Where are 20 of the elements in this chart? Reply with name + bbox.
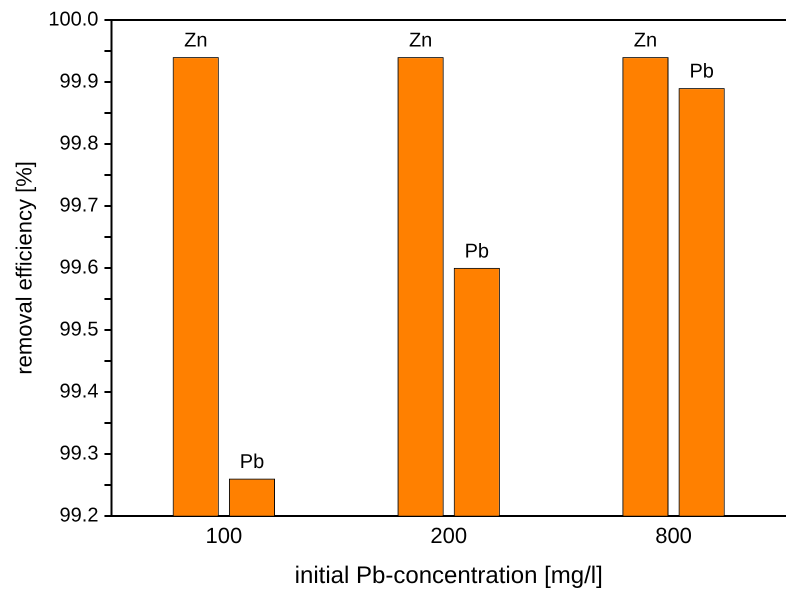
- text: Zn: [634, 30, 658, 52]
- y-tick-label: 99.8: [60, 132, 98, 154]
- y-tick-label: 100.0: [48, 8, 98, 31]
- y-tick-label: 99.3: [60, 442, 98, 464]
- y-tick-label: 99.6: [60, 256, 98, 278]
- y-tick-label: 99.4: [60, 380, 98, 402]
- y-tick-label: 99.5: [60, 318, 98, 340]
- series-label: Pb: [464, 240, 490, 262]
- y-axis-title: removal efficiency [%]: [11, 161, 36, 375]
- series-label: Zn: [184, 30, 208, 52]
- text: Pb: [689, 60, 714, 83]
- y-tick-label: 99.7: [60, 194, 98, 216]
- x-tick-label: 100: [206, 523, 242, 548]
- y-tick-label: 99.2: [60, 504, 98, 526]
- x-axis-title: initial Pb-concentration [mg/l]: [294, 562, 603, 590]
- text: Zn: [408, 30, 432, 52]
- x-tick-label: 200: [430, 523, 468, 548]
- text: Pb: [240, 451, 264, 474]
- y-tick-label: 99.9: [60, 70, 98, 92]
- x-tick-label: 800: [655, 523, 692, 548]
